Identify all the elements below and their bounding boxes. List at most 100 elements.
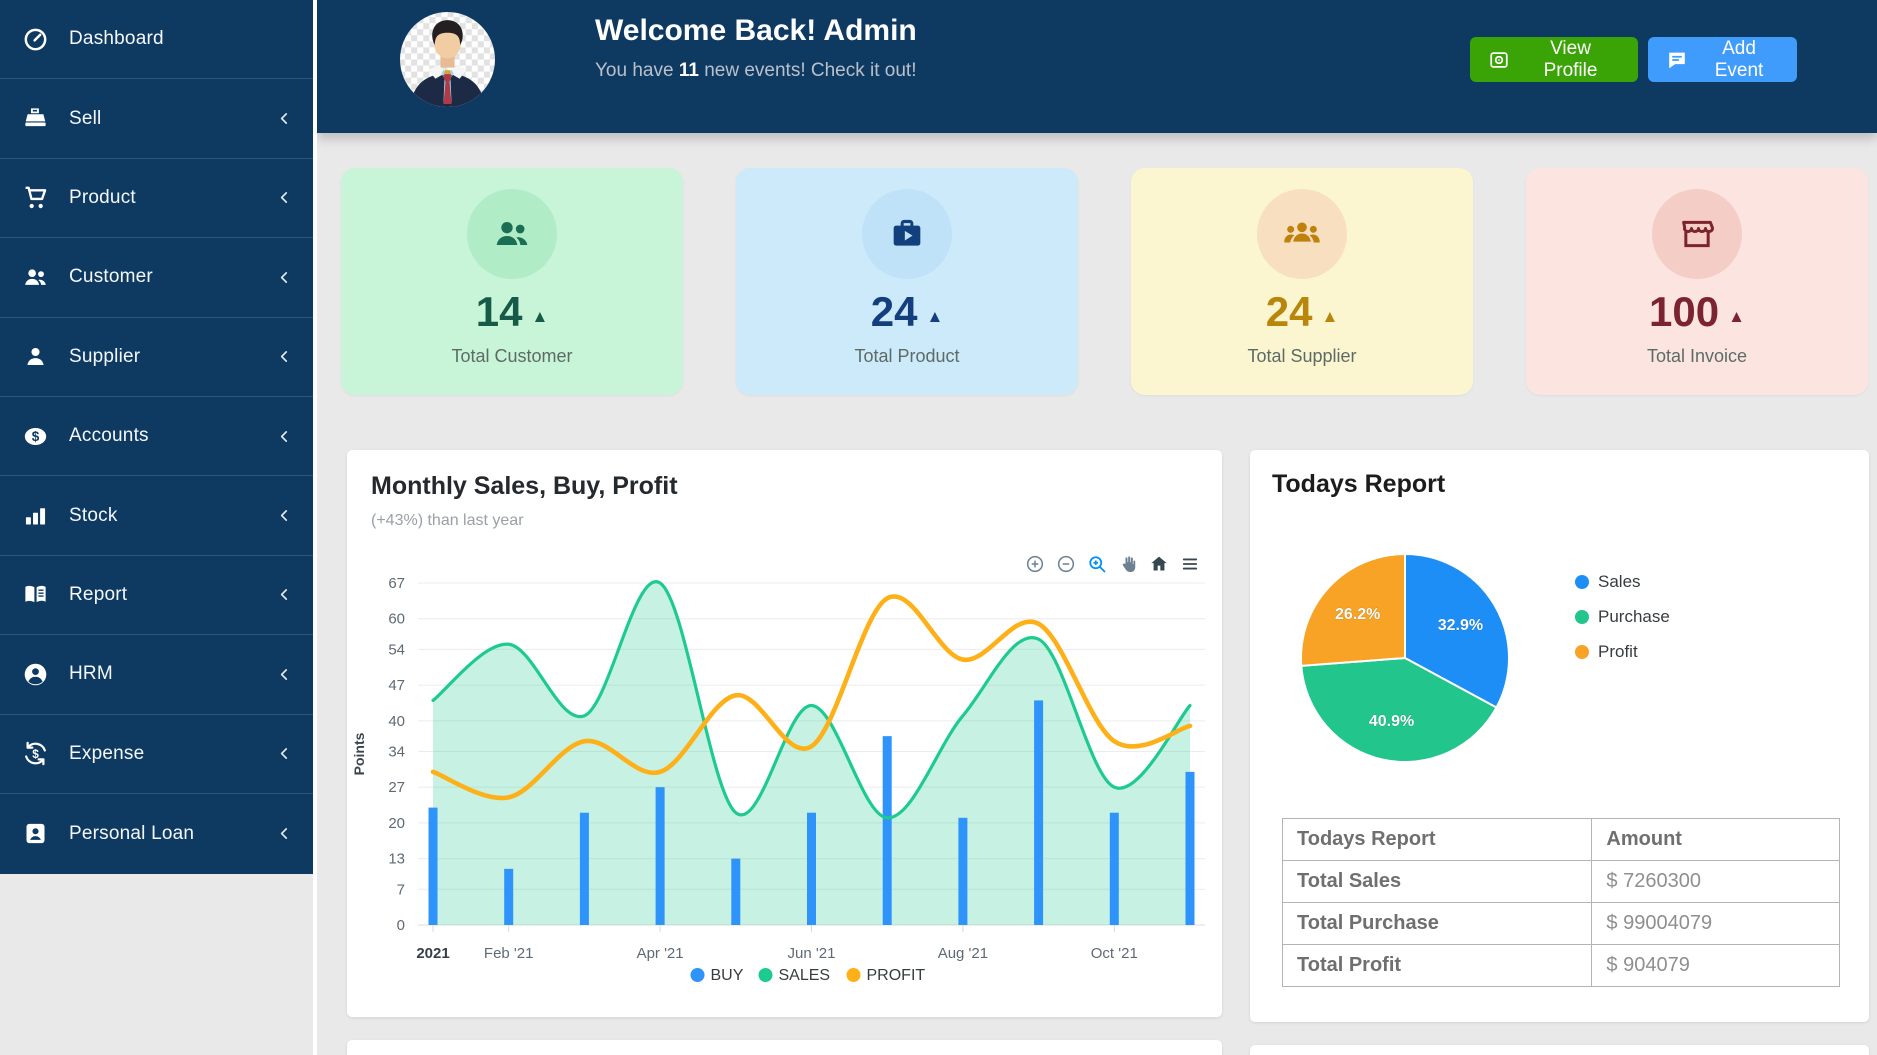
report-panel-title: Todays Report [1272,470,1446,498]
sidebar-item-customer[interactable]: Customer [0,238,313,318]
legend-label: Profit [1598,642,1638,661]
sidebar-separator [313,0,317,1055]
stat-card-total-supplier[interactable]: 24 ▲ Total Supplier [1131,168,1473,395]
svg-text:Feb '21: Feb '21 [484,945,534,962]
sidebar-item-expense[interactable]: $ Expense [0,715,313,794]
svg-text:Points: Points [351,732,367,775]
sidebar-item-stock[interactable]: Stock [0,476,313,556]
briefcase-play-icon [862,189,952,279]
svg-text:0: 0 [397,917,405,934]
welcome-title: Welcome Back! Admin [595,14,917,47]
stat-value: 100 ▲ [1649,288,1745,335]
monthly-sales-chart[interactable]: 0 7 13 20 27 34 40 47 54 60 67 Points 2021 Feb '21 Apr… [347,570,1222,1022]
customers-icon [22,264,49,291]
table-row-label: Total Sales [1281,860,1593,903]
chart-title: Monthly Sales, Buy, Profit [371,472,678,500]
zoom-in-icon[interactable] [1025,554,1045,574]
legend-label: Purchase [1598,607,1670,626]
id-badge-icon [22,820,49,847]
pie-legend: Sales Purchase Profit [1575,572,1670,677]
people-group-icon [1257,189,1347,279]
up-trend-icon: ▲ [1728,307,1745,326]
sidebar-item-label: HRM [69,663,113,685]
sidebar-item-product[interactable]: Product [0,159,313,239]
sidebar-item-personal-loan[interactable]: Personal Loan [0,794,313,873]
zoom-out-icon[interactable] [1056,554,1076,574]
person-icon [22,343,49,370]
sidebar-item-dashboard[interactable]: Dashboard [0,0,313,80]
stat-card-total-customer[interactable]: 14 ▲ Total Customer [341,168,683,395]
up-trend-icon: ▲ [531,307,549,326]
svg-text:26.2%: 26.2% [1335,606,1380,623]
stat-label: Total Supplier [1247,346,1357,366]
table-header-cell: Todays Report [1281,818,1593,861]
svg-text:$: $ [32,747,39,761]
bar-chart-icon [22,502,49,529]
menu-icon[interactable] [1180,554,1200,574]
svg-text:PROFIT: PROFIT [867,967,926,984]
home-icon[interactable] [1149,554,1169,574]
chevron-left-icon [276,586,293,603]
chevron-left-icon [276,428,293,445]
up-trend-icon: ▲ [926,307,944,326]
chat-bubble-icon [1666,49,1688,71]
sidebar-item-label: Report [69,583,128,605]
chevron-left-icon [276,666,293,683]
sidebar-item-accounts[interactable]: $ Accounts [0,397,313,477]
view-profile-button[interactable]: View Profile [1470,37,1638,82]
pie-legend-item-sales[interactable]: Sales [1575,572,1670,592]
table-header-row: Todays Report Amount [1281,818,1840,861]
table-row: Total Sales $ 7260300 [1281,860,1840,903]
svg-text:60: 60 [388,611,405,628]
sidebar-item-hrm[interactable]: HRM [0,635,313,715]
table-row-value: $ 99004079 [1591,902,1840,945]
table-header-cell: Amount [1591,818,1840,861]
sidebar-item-label: Stock [69,504,118,526]
bottom-left-card [347,1040,1222,1055]
svg-text:47: 47 [388,677,405,694]
svg-text:40: 40 [388,713,405,730]
report-pie-chart[interactable]: 32.9% 40.9% 26.2% [1250,450,1869,1027]
table-row-value: $ 7260300 [1591,860,1840,903]
pie-legend-item-profit[interactable]: Profit [1575,642,1670,662]
svg-text:7: 7 [397,881,405,898]
pie-legend-item-purchase[interactable]: Purchase [1575,607,1670,627]
svg-text:$: $ [32,429,40,444]
up-trend-icon: ▲ [1321,307,1339,326]
stat-label: Total Product [854,346,960,366]
dashboard-icon [22,26,49,53]
legend-dot [1575,575,1589,589]
add-event-button[interactable]: Add Event [1648,37,1797,82]
dollar-coin-icon: $ [22,423,49,450]
selection-zoom-icon[interactable] [1087,554,1107,574]
sidebar-item-supplier[interactable]: Supplier [0,318,313,397]
chevron-left-icon [276,507,293,524]
events-count: 11 [678,60,699,81]
avatar[interactable] [399,11,496,108]
monthly-chart-card: Monthly Sales, Buy, Profit (+43%) than l… [347,450,1222,1017]
chevron-left-icon [276,745,293,762]
panning-icon[interactable] [1118,554,1138,574]
stat-card-total-product[interactable]: 24 ▲ Total Product [736,168,1078,395]
stat-card-total-invoice[interactable]: 100 ▲ Total Invoice [1526,168,1868,395]
svg-text:2021: 2021 [416,945,449,962]
sidebar-item-sell[interactable]: Sell [0,79,313,159]
chart-subtitle: (+43%) than last year [371,512,524,529]
sidebar-item-label: Personal Loan [69,822,195,844]
cash-register-icon [22,105,49,132]
customers-icon [467,189,557,279]
bottom-right-card [1250,1045,1869,1055]
sidebar-item-label: Supplier [69,345,141,367]
sidebar-item-label: Customer [69,266,153,288]
stat-label: Total Invoice [1646,346,1748,366]
table-row-label: Total Purchase [1281,902,1593,945]
person-circle-icon [22,661,49,688]
table-row: Total Profit $ 904079 [1281,944,1840,987]
svg-text:Jun '21: Jun '21 [788,945,836,962]
report-table: Todays Report Amount Total Sales $ 7260300 T… [1281,818,1840,987]
sidebar-item-report[interactable]: Report [0,556,313,636]
open-book-icon [22,581,49,608]
sidebar-item-label: Accounts [69,425,149,447]
svg-text:67: 67 [388,575,405,592]
svg-text:54: 54 [388,641,405,658]
